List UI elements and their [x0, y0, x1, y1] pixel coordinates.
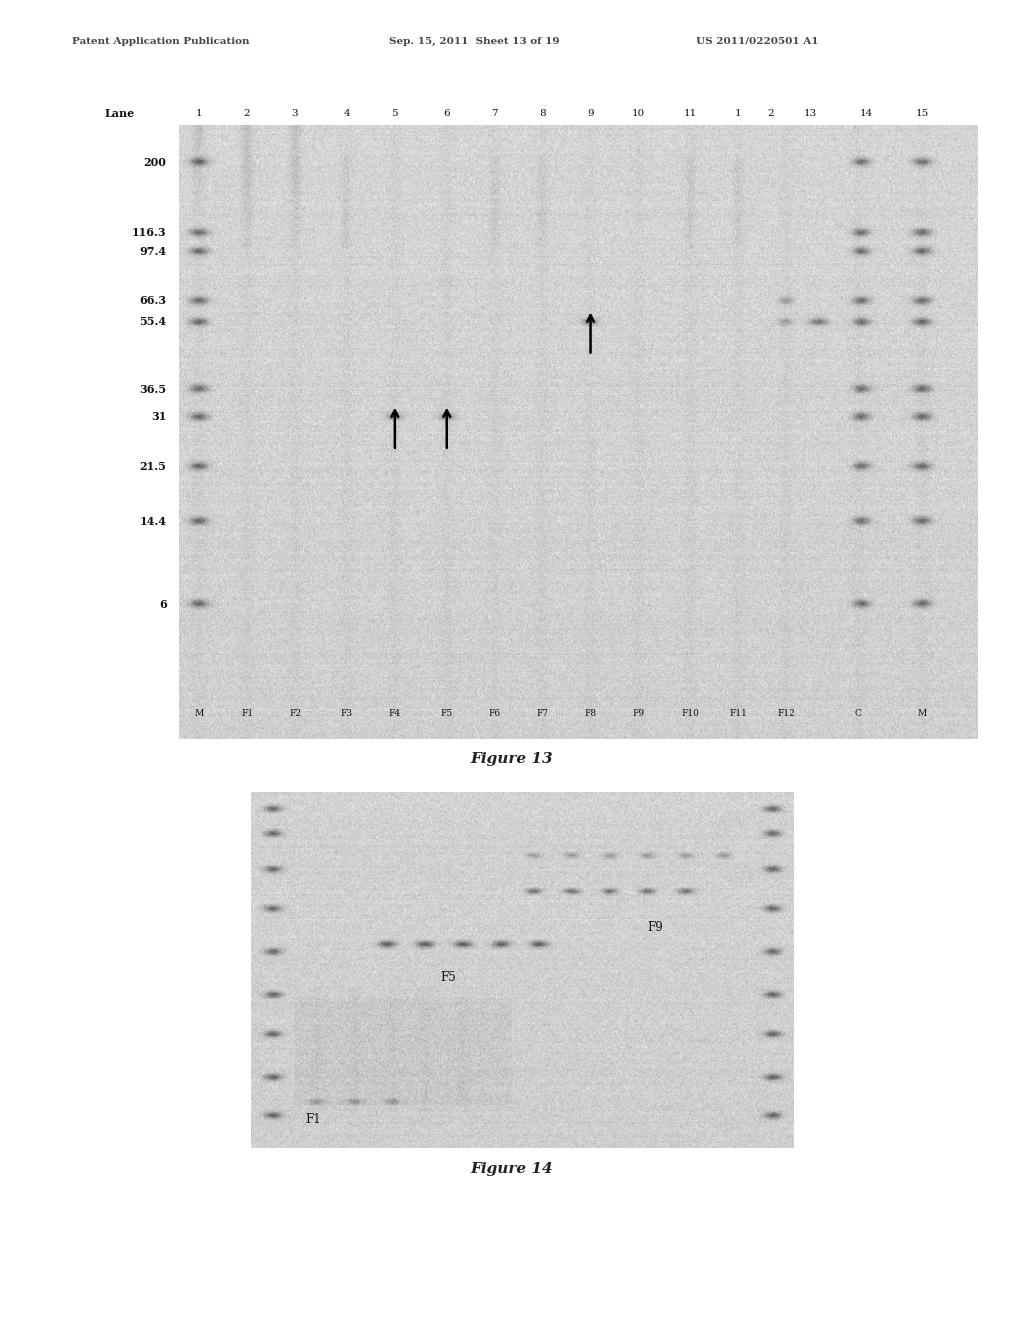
Text: Lane: Lane [105, 108, 135, 119]
Text: 6: 6 [159, 599, 167, 610]
Text: 97.4: 97.4 [139, 246, 167, 256]
Text: 15: 15 [915, 110, 929, 119]
Text: 10: 10 [632, 110, 645, 119]
Text: 6: 6 [443, 110, 451, 119]
Text: 14.4: 14.4 [139, 516, 167, 527]
Text: F3: F3 [341, 709, 353, 718]
Text: 2: 2 [244, 110, 251, 119]
Text: US 2011/0220501 A1: US 2011/0220501 A1 [696, 37, 819, 46]
Text: 8: 8 [540, 110, 546, 119]
Text: F2: F2 [289, 709, 301, 718]
Text: 9: 9 [587, 110, 594, 119]
Text: 2: 2 [767, 110, 773, 119]
Text: 13: 13 [804, 110, 817, 119]
Text: M: M [195, 709, 204, 718]
Text: F5: F5 [440, 970, 457, 983]
Text: F9: F9 [647, 921, 663, 935]
Text: 66.3: 66.3 [139, 294, 167, 306]
Text: 11: 11 [684, 110, 697, 119]
Text: F1: F1 [305, 1113, 321, 1126]
Text: M: M [918, 709, 927, 718]
Text: Figure 13: Figure 13 [471, 752, 553, 767]
Text: F12: F12 [777, 709, 795, 718]
Text: F6: F6 [488, 709, 501, 718]
Text: 55.4: 55.4 [139, 317, 167, 327]
Text: 21.5: 21.5 [139, 461, 167, 471]
Text: Figure 14: Figure 14 [471, 1162, 553, 1176]
Text: 31: 31 [152, 412, 167, 422]
Text: F8: F8 [585, 709, 597, 718]
Text: Patent Application Publication: Patent Application Publication [72, 37, 249, 46]
Text: 3: 3 [292, 110, 298, 119]
Text: 36.5: 36.5 [139, 384, 167, 395]
Text: 1: 1 [735, 110, 741, 119]
Text: 14: 14 [859, 110, 872, 119]
Text: F4: F4 [389, 709, 401, 718]
Text: 1: 1 [196, 110, 203, 119]
Text: F5: F5 [440, 709, 453, 718]
Text: 5: 5 [391, 110, 398, 119]
Text: C: C [855, 709, 861, 718]
Text: 200: 200 [143, 157, 167, 168]
Text: 7: 7 [492, 110, 498, 119]
Text: F11: F11 [729, 709, 748, 718]
Text: 4: 4 [344, 110, 350, 119]
Text: F7: F7 [537, 709, 549, 718]
Text: Sep. 15, 2011  Sheet 13 of 19: Sep. 15, 2011 Sheet 13 of 19 [389, 37, 560, 46]
Text: 116.3: 116.3 [132, 227, 167, 239]
Text: F10: F10 [681, 709, 699, 718]
Text: F1: F1 [241, 709, 253, 718]
Text: F9: F9 [633, 709, 644, 718]
